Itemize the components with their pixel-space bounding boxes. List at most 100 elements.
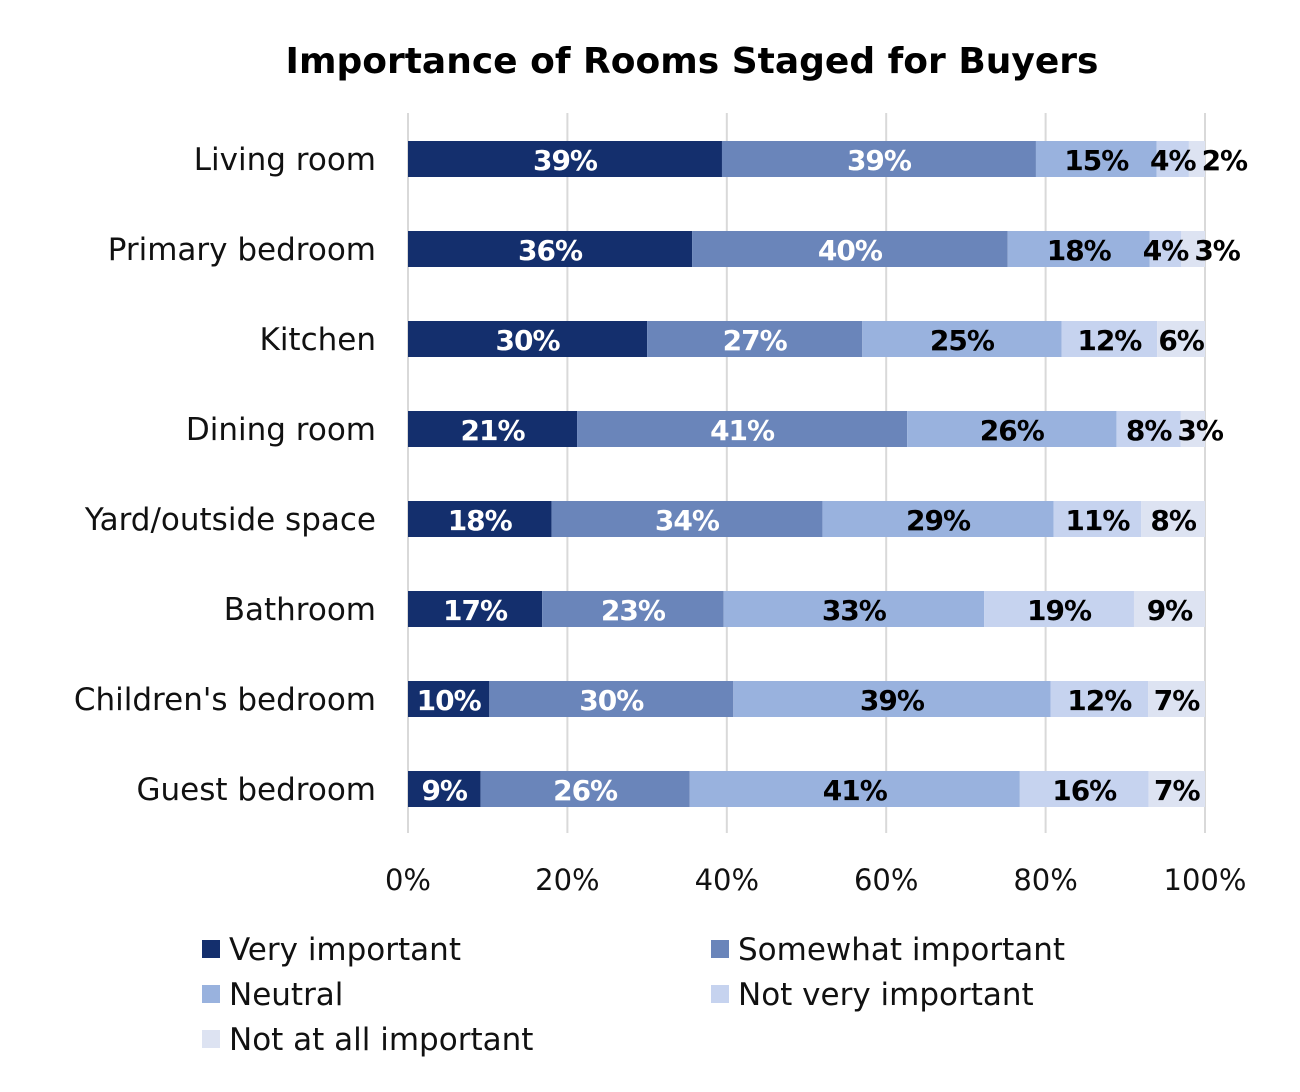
bar-segment (822, 501, 1054, 537)
bar-segment (408, 591, 543, 627)
bar-segment (408, 681, 490, 717)
bar-segment (577, 411, 908, 447)
x-tick-label: 40% (695, 863, 759, 897)
bar-segment (408, 771, 481, 807)
data-label: 9% (421, 774, 467, 807)
x-axis-ticks: 0% 20% 40% 60% 80% 100% (385, 863, 1246, 897)
data-label: 12% (1077, 324, 1142, 357)
category-label: Yard/outside space (84, 502, 376, 538)
data-label: 36% (518, 234, 583, 267)
data-label: 12% (1067, 684, 1132, 717)
x-tick-label: 100% (1164, 863, 1247, 897)
bar-segment (689, 771, 1020, 807)
data-label: 4% (1150, 144, 1196, 177)
data-label: 6% (1158, 324, 1204, 357)
data-label: 30% (496, 324, 561, 357)
data-label: 18% (448, 504, 513, 537)
data-labels: 39% 39% 15% 4% 2%36% 40% 18% 4% 3%30% 27% 25% 12% 6%… (417, 144, 1249, 807)
bar-segment (723, 591, 985, 627)
data-label: 39% (860, 684, 925, 717)
bar-segment (1188, 141, 1205, 177)
data-label: 11% (1065, 504, 1130, 537)
bar-segment (692, 231, 1008, 267)
data-label: 40% (818, 234, 883, 267)
legend-swatch (711, 985, 729, 1003)
x-tick-label: 20% (535, 863, 599, 897)
bar-segment (1148, 681, 1205, 717)
legend-swatch (202, 985, 220, 1003)
data-label: 27% (723, 324, 788, 357)
data-label: 19% (1027, 594, 1092, 627)
legend-label: Very important (229, 932, 461, 968)
category-label: Children's bedroom (74, 682, 376, 718)
data-label: 34% (655, 504, 720, 537)
data-label: 3% (1194, 234, 1240, 267)
bars (408, 141, 1205, 807)
data-label: 39% (847, 144, 912, 177)
data-label: 16% (1052, 774, 1117, 807)
bar-segment (408, 141, 722, 177)
data-label: 9% (1147, 594, 1193, 627)
bar-segment (1148, 771, 1205, 807)
data-label: 8% (1126, 414, 1172, 447)
bar-segment (907, 411, 1117, 447)
x-tick-label: 80% (1013, 863, 1077, 897)
bar-segment (1053, 501, 1142, 537)
data-label: 4% (1143, 234, 1189, 267)
legend-label: Not very important (738, 977, 1034, 1013)
data-label: 29% (906, 504, 971, 537)
bar-segment (1019, 771, 1149, 807)
bar-segment (1180, 411, 1205, 447)
data-label: 10% (417, 684, 482, 717)
bar-segment (862, 321, 1062, 357)
bar-segment (733, 681, 1051, 717)
category-label: Living room (194, 142, 376, 178)
data-label: 7% (1154, 774, 1200, 807)
bar-segment (408, 231, 693, 267)
data-label: 26% (980, 414, 1045, 447)
category-label: Kitchen (259, 322, 376, 358)
data-label: 39% (533, 144, 598, 177)
data-label: 41% (710, 414, 775, 447)
bar-segment (408, 411, 578, 447)
bar-segment (551, 501, 823, 537)
bar-segment (1007, 231, 1150, 267)
bar-segment (1157, 321, 1205, 357)
data-label: 2% (1202, 144, 1248, 177)
legend-swatch (711, 940, 729, 958)
bar-segment (408, 501, 552, 537)
bar-segment (1061, 321, 1158, 357)
legend-swatch (202, 940, 220, 958)
bar-segment (1116, 411, 1181, 447)
bar-segment (721, 141, 1036, 177)
data-label: 15% (1064, 144, 1129, 177)
data-label: 8% (1150, 504, 1196, 537)
legend-swatch (202, 1030, 220, 1048)
bar-segment (480, 771, 690, 807)
bar-segment (984, 591, 1134, 627)
bar-segment (489, 681, 734, 717)
data-label: 18% (1047, 234, 1112, 267)
data-label: 17% (443, 594, 508, 627)
legend-label: Neutral (229, 977, 343, 1013)
data-label: 21% (461, 414, 526, 447)
bar-segment (1156, 141, 1189, 177)
gridlines (407, 113, 1206, 833)
bar-segment (647, 321, 863, 357)
data-label: 7% (1154, 684, 1200, 717)
legend-label: Not at all important (229, 1022, 533, 1058)
legend-label: Somewhat important (738, 932, 1065, 968)
category-label: Guest bedroom (136, 772, 376, 808)
data-label: 41% (823, 774, 888, 807)
data-label: 3% (1177, 414, 1223, 447)
bar-segment (542, 591, 724, 627)
data-label: 25% (930, 324, 995, 357)
legend: Very important Somewhat important Neutral N… (202, 932, 1065, 1058)
bar-segment (1050, 681, 1149, 717)
data-label: 30% (579, 684, 644, 717)
data-label: 23% (601, 594, 666, 627)
bar-segment (1181, 231, 1205, 267)
bar-segment (1035, 141, 1157, 177)
bar-segment (408, 321, 648, 357)
